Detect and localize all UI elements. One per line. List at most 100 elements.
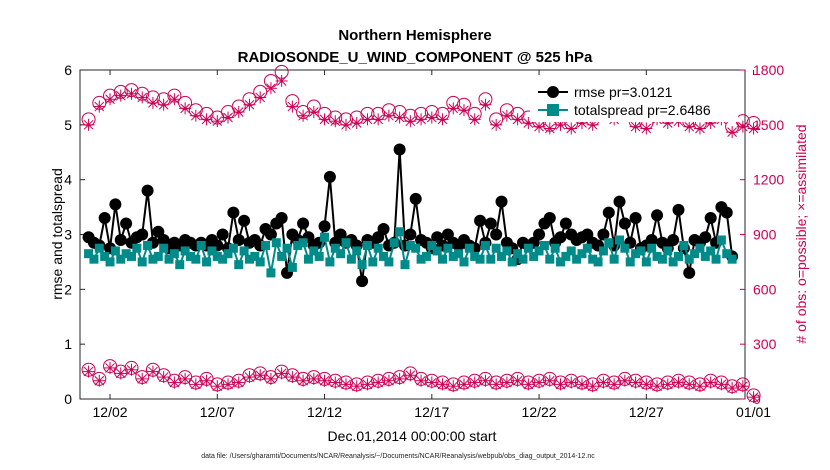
obs-assimilated-point xyxy=(340,118,352,131)
rmse-point xyxy=(393,143,406,156)
rmse-point xyxy=(120,217,133,230)
obs-assimilated-point xyxy=(232,106,245,119)
totalspread-point xyxy=(325,257,335,267)
obs-assimilated-point xyxy=(640,122,653,135)
totalspread-point xyxy=(716,235,726,245)
rmse-point xyxy=(264,228,277,241)
totalspread-point xyxy=(684,254,694,264)
y-left-axis-label: rmse and totalspread xyxy=(49,168,65,300)
totalspread-point xyxy=(223,249,233,259)
totalspread-point xyxy=(282,243,292,253)
totalspread-point xyxy=(529,251,539,261)
totalspread-point xyxy=(609,254,619,264)
x-tick-label: 01/01 xyxy=(736,404,771,420)
totalspread-point xyxy=(421,251,431,261)
totalspread-point xyxy=(336,249,346,259)
rmse-point xyxy=(720,206,733,219)
x-tick-label: 12/02 xyxy=(93,404,128,420)
totalspread-point xyxy=(121,249,131,259)
obs-assimilated-point xyxy=(447,102,460,115)
totalspread-point xyxy=(690,249,700,259)
totalspread-point xyxy=(180,246,190,256)
totalspread-point xyxy=(207,246,217,256)
obs-assimilated-low-point xyxy=(575,378,588,391)
totalspread-point xyxy=(89,254,99,264)
obs-assimilated-point xyxy=(318,113,331,126)
y-left-tick-label: 5 xyxy=(64,117,72,133)
y-right-tick-label: 1200 xyxy=(753,172,784,188)
obs-assimilated-low-point xyxy=(415,374,428,387)
obs-assimilated-point xyxy=(114,89,127,102)
x-tick-label: 12/17 xyxy=(414,404,449,420)
y-right-tick-label: 1800 xyxy=(753,62,784,78)
rmse-point xyxy=(356,275,369,288)
totalspread-point xyxy=(663,246,673,256)
obs-assimilated-low-point xyxy=(340,378,352,391)
obs-assimilated-low-point xyxy=(457,378,470,391)
rmse-point xyxy=(495,195,508,208)
totalspread-point xyxy=(395,227,405,237)
totalspread-point xyxy=(491,243,501,253)
rmse-point xyxy=(533,228,546,241)
totalspread-point xyxy=(711,254,721,264)
y-left-tick-label: 2 xyxy=(64,281,72,297)
obs-assimilated-low-point xyxy=(468,376,481,389)
totalspread-point xyxy=(416,254,426,264)
rmse-point xyxy=(484,217,497,230)
obs-assimilated-low-point xyxy=(382,374,395,387)
totalspread-point xyxy=(341,238,351,248)
obs-assimilated-low-point xyxy=(200,374,213,387)
obs-assimilated-point xyxy=(136,91,149,104)
totalspread-point xyxy=(405,240,415,250)
totalspread-point xyxy=(480,240,490,250)
rmse-point xyxy=(559,217,572,230)
rmse-point xyxy=(667,233,680,246)
rmse-point xyxy=(645,233,658,246)
totalspread-point xyxy=(513,249,523,259)
rmse-point xyxy=(672,203,685,216)
obs-assimilated-point xyxy=(200,113,213,126)
rmse-point xyxy=(602,206,615,219)
totalspread-point xyxy=(427,240,437,250)
obs-assimilated-low-point xyxy=(500,376,513,389)
obs-assimilated-low-point xyxy=(404,369,417,382)
totalspread-point xyxy=(497,251,507,261)
obs-assimilated-low-point xyxy=(372,376,385,389)
totalspread-point xyxy=(110,246,120,256)
obs-assimilated-point xyxy=(286,100,299,113)
totalspread-point xyxy=(588,254,598,264)
rmse-point xyxy=(543,212,556,225)
totalspread-point xyxy=(389,238,399,248)
totalspread-point xyxy=(486,254,496,264)
obs-assimilated-point xyxy=(500,109,513,122)
chart-title: Northern Hemisphere xyxy=(338,27,491,44)
totalspread-point xyxy=(631,249,641,259)
totalspread-point xyxy=(582,243,592,253)
series-layer xyxy=(81,64,761,404)
totalspread-point xyxy=(636,246,646,256)
obs-assimilated-low-point xyxy=(672,376,685,389)
obs-assimilated-point xyxy=(243,98,256,111)
obs-assimilated-low-point xyxy=(146,365,159,378)
obs-assimilated-point xyxy=(222,111,235,124)
totalspread-point xyxy=(169,249,179,259)
totalspread-point xyxy=(298,238,308,248)
totalspread-point xyxy=(352,246,362,256)
rmse-point xyxy=(474,214,487,227)
obs-assimilated-point xyxy=(189,109,202,122)
totalspread-point xyxy=(518,254,528,264)
totalspread-point xyxy=(523,243,533,253)
obs-assimilated-point xyxy=(104,93,117,106)
totalspread-point xyxy=(143,240,153,250)
x-tick-label: 12/27 xyxy=(629,404,664,420)
totalspread-point xyxy=(443,243,453,253)
totalspread-point xyxy=(411,243,421,253)
rmse-point xyxy=(651,209,664,222)
obs-assimilated-point xyxy=(479,98,492,111)
totalspread-point xyxy=(593,257,603,267)
obs-assimilated-point xyxy=(404,115,417,128)
totalspread-point xyxy=(384,257,394,267)
totalspread-point xyxy=(679,240,689,250)
obs-assimilated-low-point xyxy=(651,380,664,393)
